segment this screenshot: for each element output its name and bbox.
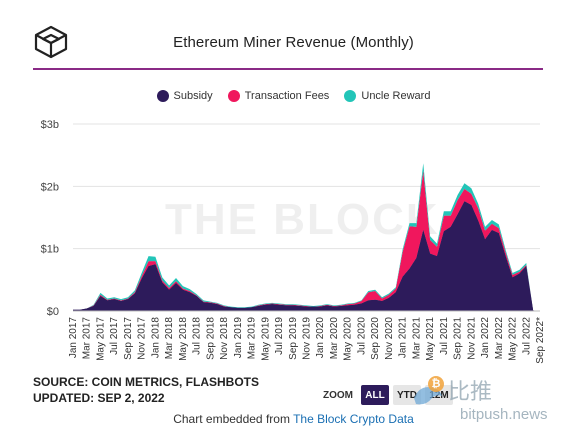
x-tick-label: May 2019: [260, 317, 271, 361]
x-tick-label: Jan 2018: [150, 317, 161, 359]
x-tick-label: May 2020: [343, 317, 354, 361]
legend-label-transaction-fees: Transaction Fees: [244, 90, 330, 102]
updated-line: UPDATED: SEP 2, 2022: [33, 391, 165, 405]
the-block-watermark: THE BLOCK: [165, 195, 440, 244]
x-tick-label: Jul 2017: [109, 317, 120, 355]
legend-item-uncle-reward[interactable]: Uncle Reward: [344, 90, 430, 102]
bitcoin-coin-icon: ₿: [428, 376, 444, 392]
chart-title: Ethereum Miner Revenue (Monthly): [173, 34, 414, 51]
source-block: SOURCE: COIN METRICS, FLASHBOTS UPDATED:…: [33, 374, 259, 406]
area-layer: [73, 163, 540, 311]
legend-label-uncle-reward: Uncle Reward: [361, 90, 431, 102]
x-tick-label: Nov 2020: [384, 317, 395, 360]
x-tick-label: Jan 2022: [480, 317, 491, 359]
x-tick-label: Mar 2022: [494, 317, 505, 360]
x-tick-label: Mar 2021: [411, 317, 422, 360]
x-tick-label: May 2022: [508, 317, 519, 361]
chart-header: Ethereum Miner Revenue (Monthly): [0, 0, 587, 70]
bitpush-watermark: ₿ 比推 bitpush.news: [410, 374, 580, 434]
x-tick-label: Sep 2018: [205, 317, 216, 360]
x-tick-label: Jul 2019: [274, 317, 285, 355]
zoom-label: ZOOM: [323, 389, 353, 401]
legend-label-subsidy: Subsidy: [173, 90, 213, 102]
chart-legend: Subsidy Transaction Fees Uncle Reward: [0, 90, 587, 105]
x-tick-label: Jan 2017: [68, 317, 79, 359]
header-divider: [33, 68, 543, 70]
y-tick-label: $0: [47, 306, 59, 318]
x-tick-label: May 2018: [178, 317, 189, 361]
x-tick-label: Sep 2017: [123, 317, 134, 360]
x-tick-label: Nov 2019: [302, 317, 313, 360]
x-tick-label: Jul 2021: [439, 317, 450, 355]
legend-swatch-subsidy: [156, 90, 169, 102]
x-tick-label: Sep 2021: [453, 317, 464, 360]
area-transaction-fees: [73, 170, 540, 311]
legend-item-transaction-fees[interactable]: Transaction Fees: [227, 90, 330, 102]
x-tick-label: Mar 2017: [82, 317, 93, 360]
x-tick-label: May 2017: [95, 317, 106, 361]
x-tick-label: Jul 2022: [521, 317, 532, 355]
legend-swatch-transaction-fees: [227, 90, 240, 102]
x-tick-label: Sep 2022*: [535, 317, 546, 364]
zoom-all-button[interactable]: ALL: [361, 385, 389, 405]
x-tick-label: Mar 2020: [329, 317, 340, 360]
y-tick-label: $2b: [41, 181, 59, 193]
x-tick-label: Jan 2019: [233, 317, 244, 359]
legend-swatch-uncle-reward: [344, 90, 357, 102]
x-tick-label: Nov 2017: [137, 317, 148, 360]
embed-credit: Chart embedded from The Block Crypto Dat…: [0, 412, 587, 426]
x-tick-label: Jan 2020: [315, 317, 326, 359]
cube-icon: [34, 25, 68, 59]
source-line: SOURCE: COIN METRICS, FLASHBOTS: [33, 375, 260, 389]
embed-text: Chart embedded from: [173, 412, 294, 426]
x-tick-label: Jul 2020: [356, 317, 367, 355]
x-tick-label: May 2021: [425, 317, 436, 361]
legend-item-subsidy[interactable]: Subsidy: [156, 90, 213, 102]
bitpush-url-text: bitpush.news: [460, 406, 548, 423]
x-tick-label: Mar 2018: [164, 317, 175, 360]
bitpush-cn-text: 比推: [448, 380, 493, 405]
x-tick-label: Mar 2019: [247, 317, 258, 360]
x-tick-label: Nov 2018: [219, 317, 230, 360]
x-tick-label: Jan 2021: [398, 317, 409, 359]
y-tick-label: $1b: [41, 244, 59, 256]
x-tick-label: Sep 2020: [370, 317, 381, 360]
y-tick-label: $3b: [41, 119, 59, 131]
x-tick-label: Jul 2018: [192, 317, 203, 355]
x-tick-label: Nov 2021: [466, 317, 477, 360]
area-subsidy-overlay: [73, 201, 540, 311]
zoom-ytd-button[interactable]: YTD: [393, 385, 421, 405]
x-tick-label: Sep 2019: [288, 317, 299, 360]
embed-link[interactable]: The Block Crypto Data: [293, 412, 414, 426]
